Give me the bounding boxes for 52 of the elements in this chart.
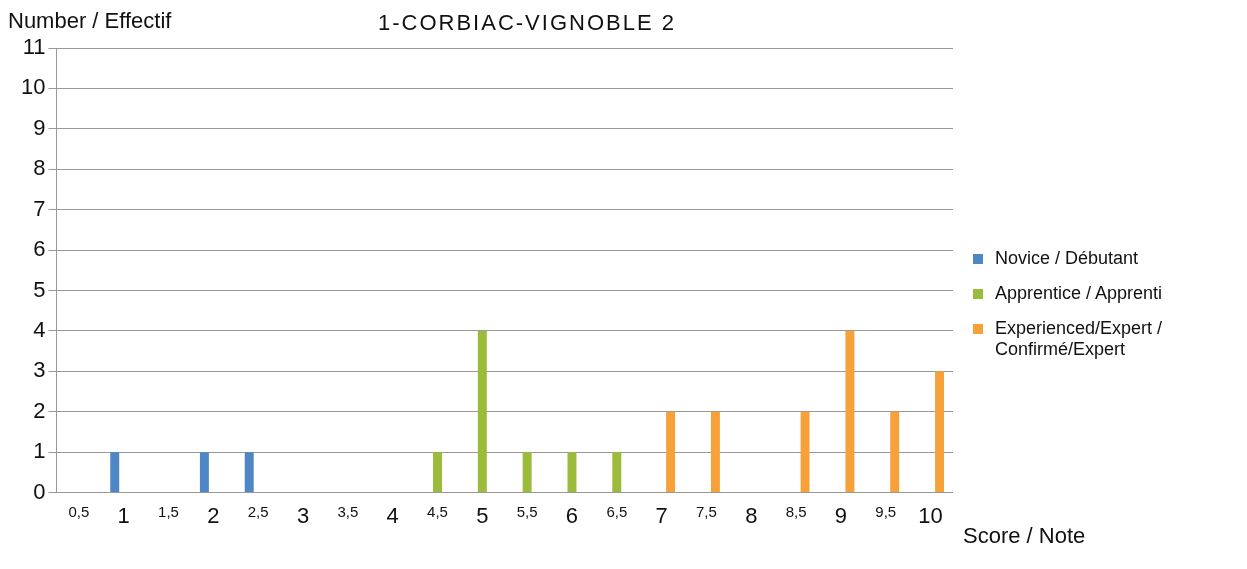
x-tick-label: 7,5	[696, 502, 717, 520]
bar	[666, 411, 676, 493]
bar	[477, 330, 487, 493]
y-tick-label: 10	[20, 74, 46, 100]
y-axis-title: Number / Effectif	[8, 8, 172, 34]
y-tick-label: 2	[33, 397, 46, 423]
x-tick-label: 4,5	[427, 502, 448, 520]
bar	[433, 452, 442, 493]
x-tick-label: 9,5	[875, 502, 897, 520]
y-tick-label: 0	[33, 478, 46, 504]
x-tick-label: 5,5	[516, 502, 538, 520]
bar	[612, 452, 622, 493]
bar	[522, 452, 532, 493]
bar	[244, 452, 254, 493]
x-tick-label: 6	[565, 502, 579, 528]
y-tick-label: 1	[33, 438, 46, 464]
x-tick-label: 2	[207, 502, 220, 528]
y-tick-label: 4	[33, 316, 46, 342]
x-tick-label: 10	[918, 502, 943, 528]
bar	[935, 371, 945, 493]
chart-title: 1-CORBIAC-VIGNOBLE 2	[378, 10, 676, 36]
y-tick-label: 6	[33, 236, 46, 262]
x-tick-label: 2,5	[247, 502, 269, 520]
y-tick-label: 3	[33, 357, 46, 383]
x-tick-label: 1	[117, 502, 130, 528]
x-tick-label: 7	[655, 502, 668, 528]
legend-label: Experienced/Expert / Confirmé/Expert	[995, 318, 1164, 360]
x-tick-label: 1,5	[158, 502, 179, 520]
bar	[567, 452, 577, 493]
x-axis-title: Score / Note	[963, 523, 1086, 549]
y-tick-label: 7	[33, 195, 46, 221]
x-tick-label: 3	[296, 502, 310, 528]
legend-label: Apprentice / Apprenti	[995, 283, 1163, 304]
bar	[710, 411, 720, 493]
y-tick-label: 8	[33, 155, 46, 181]
x-tick-label: 5	[476, 502, 489, 528]
legend-label: Novice / Débutant	[995, 248, 1139, 269]
y-tick-label: 11	[22, 34, 46, 60]
x-tick-label: 8,5	[785, 502, 807, 520]
x-tick-label: 9	[834, 502, 848, 528]
bar	[110, 452, 120, 493]
x-tick-label: 0,5	[68, 502, 90, 520]
bar	[800, 411, 810, 493]
bar	[845, 330, 855, 493]
bar	[199, 452, 209, 493]
y-tick-label: 9	[33, 114, 46, 140]
x-tick-label: 3,5	[337, 502, 359, 520]
bar	[890, 411, 900, 493]
x-tick-label: 8	[745, 502, 758, 528]
y-tick-label: 5	[33, 276, 46, 302]
x-tick-label: 6,5	[606, 502, 628, 520]
x-tick-label: 4	[386, 502, 399, 528]
